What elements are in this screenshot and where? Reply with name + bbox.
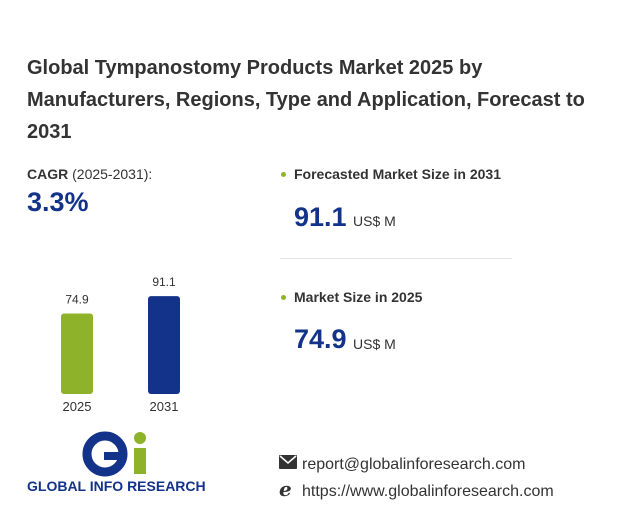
website[interactable]: https://www.globalinforesearch.com — [302, 483, 554, 500]
logo-i-dot — [134, 432, 146, 444]
bar — [148, 296, 180, 394]
stat-unit: US$ M — [353, 213, 396, 229]
logo-name: GLOBAL INFO RESEARCH — [27, 478, 206, 494]
title: Global Tympanostomy Products Market 2025… — [27, 57, 585, 143]
web-icon: e — [279, 477, 292, 501]
value-label: 74.9 — [65, 292, 89, 306]
email-icon — [279, 455, 297, 469]
bullet — [281, 172, 286, 177]
cagr-label: CAGR — [27, 166, 69, 182]
cagr-caption: CAGR (2025-2031): — [27, 166, 152, 182]
email[interactable]: report@globalinforesearch.com — [302, 456, 526, 473]
chart: 74.9 2025 91.1 2031 — [61, 275, 180, 414]
logo-i — [134, 448, 146, 474]
stat-label: Forecasted Market Size in 2031 — [294, 166, 501, 182]
bullet — [281, 295, 286, 300]
separator — [280, 258, 512, 259]
cagr-period: (2025-2031): — [72, 166, 153, 182]
stat-value: 74.9 — [294, 324, 347, 354]
stat-value: 91.1 — [294, 202, 347, 232]
value-label: 91.1 — [152, 275, 176, 289]
cagr-value: 3.3% — [27, 187, 89, 217]
bar — [61, 313, 93, 394]
x-tick-label: 2031 — [150, 399, 179, 414]
stat-unit: US$ M — [353, 336, 396, 352]
logo-g-bar — [104, 452, 124, 460]
stat-label: Market Size in 2025 — [294, 289, 423, 305]
x-tick-label: 2025 — [63, 399, 92, 414]
logo-icon — [82, 431, 146, 477]
